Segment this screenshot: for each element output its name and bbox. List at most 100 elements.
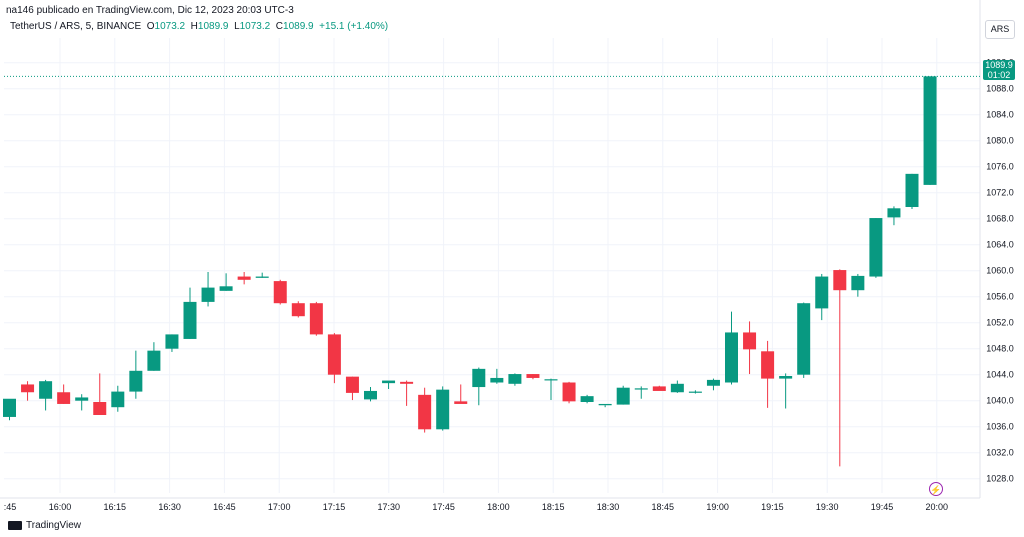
candle-body[interactable] [634,388,648,390]
x-tick-label: 18:00 [487,502,510,512]
candle-body[interactable] [851,275,865,291]
candle-body[interactable] [815,276,829,309]
x-tick-label: 19:15 [761,502,784,512]
candle-body[interactable] [147,350,161,371]
candle-body[interactable] [327,334,341,375]
candle-body[interactable] [562,382,576,402]
candle-body[interactable] [382,380,396,384]
x-tick-label: 19:45 [871,502,894,512]
candle-body[interactable] [743,332,757,350]
x-tick-label: 17:00 [268,502,291,512]
symbol-info-bar: TetherUS / ARS, 5, BINANCE O1073.2 H1089… [10,21,388,32]
brand-name: TradingView [26,520,82,531]
y-tick-label: 1036.0 [986,422,1014,432]
candle-body[interactable] [400,381,414,384]
high-label: H [190,21,198,32]
candle-body[interactable] [508,374,522,384]
candle-body[interactable] [905,173,919,207]
x-tick-label: 16:30 [158,502,181,512]
candle-body[interactable] [111,391,125,408]
x-tick-label: 19:00 [706,502,729,512]
change-value: +15.1 (+1.40%) [319,21,389,32]
x-tick-label: 18:45 [652,502,675,512]
y-tick-label: 1084.0 [986,110,1014,120]
candle-body[interactable] [273,281,287,304]
y-tick-label: 1088.0 [986,84,1014,94]
currency-button[interactable]: ARS [985,20,1015,39]
candle-body[interactable] [129,370,143,392]
candle-body[interactable] [887,208,901,218]
candle-body[interactable] [418,394,432,430]
candle-body[interactable] [454,401,468,404]
x-tick-label: 17:45 [432,502,455,512]
candle-body[interactable] [797,303,811,375]
candle-body[interactable] [580,396,594,402]
open-label: O [146,21,155,32]
y-tick-label: 1040.0 [986,396,1014,406]
y-tick-label: 1044.0 [986,370,1014,380]
candle-body[interactable] [3,398,16,417]
y-tick-label: 1056.0 [986,292,1014,302]
low-value: 1073.2 [239,21,271,32]
candle-body[interactable] [183,301,197,339]
candle-body[interactable] [670,383,684,393]
bar-countdown: 01:02 [987,70,1011,80]
candle-body[interactable] [472,368,486,388]
last-price-value: 1089.9 [985,60,1013,70]
x-tick-label: 17:15 [323,502,346,512]
candle-body[interactable] [652,386,666,391]
candle-body[interactable] [526,374,540,378]
candle-body[interactable] [39,381,53,399]
candle-body[interactable] [93,402,107,415]
candle-body[interactable] [219,286,233,291]
y-tick-label: 1076.0 [986,162,1014,172]
candle-body[interactable] [291,303,305,317]
x-tick-label: 19:30 [816,502,839,512]
candle-body[interactable] [436,389,450,430]
x-tick-label: 20:00 [926,502,949,512]
close-label: C [275,21,284,32]
close-value: 1089.9 [283,21,314,32]
footer-brand: TradingView [8,520,81,531]
x-tick-label: :45 [4,502,17,512]
candle-body[interactable] [255,276,269,278]
candle-body[interactable] [237,276,251,280]
x-tick-label: 17:30 [378,502,401,512]
candle-body[interactable] [688,391,702,393]
candle-body[interactable] [616,387,630,405]
candle-body[interactable] [364,390,377,400]
y-tick-label: 1052.0 [986,318,1014,328]
y-tick-label: 1072.0 [986,188,1014,198]
x-tick-label: 18:15 [542,502,565,512]
x-tick-label: 16:15 [104,502,127,512]
x-tick-label: 16:00 [49,502,72,512]
candle-body[interactable] [598,403,612,406]
candle-body[interactable] [761,351,775,379]
candle-body[interactable] [490,377,504,383]
high-value: 1089.9 [197,21,229,32]
candle-body[interactable] [923,76,937,185]
candle-body[interactable] [75,397,89,401]
candle-body[interactable] [779,376,793,379]
y-tick-label: 1060.0 [986,266,1014,276]
publisher-caption: na146 publicado en TradingView.com, Dic … [6,5,294,16]
x-tick-label: 18:30 [597,502,620,512]
candle-body[interactable] [706,379,720,386]
y-tick-label: 1028.0 [986,474,1014,484]
candle-body[interactable] [833,270,847,291]
candle-body[interactable] [201,287,215,302]
candle-body[interactable] [869,218,883,277]
candle-body[interactable] [309,303,323,335]
flash-icon[interactable]: ⚡ [929,482,943,496]
candle-body[interactable] [165,334,179,349]
candle-body[interactable] [345,376,359,393]
symbol-name[interactable]: TetherUS / ARS, 5, BINANCE [10,21,142,32]
y-tick-label: 1080.0 [986,136,1014,146]
candle-body[interactable] [57,392,71,404]
candle-body[interactable] [544,379,558,381]
candle-body[interactable] [725,332,738,383]
candle-body[interactable] [21,384,35,393]
tradingview-logo-icon [8,521,22,530]
x-tick-label: 16:45 [213,502,236,512]
